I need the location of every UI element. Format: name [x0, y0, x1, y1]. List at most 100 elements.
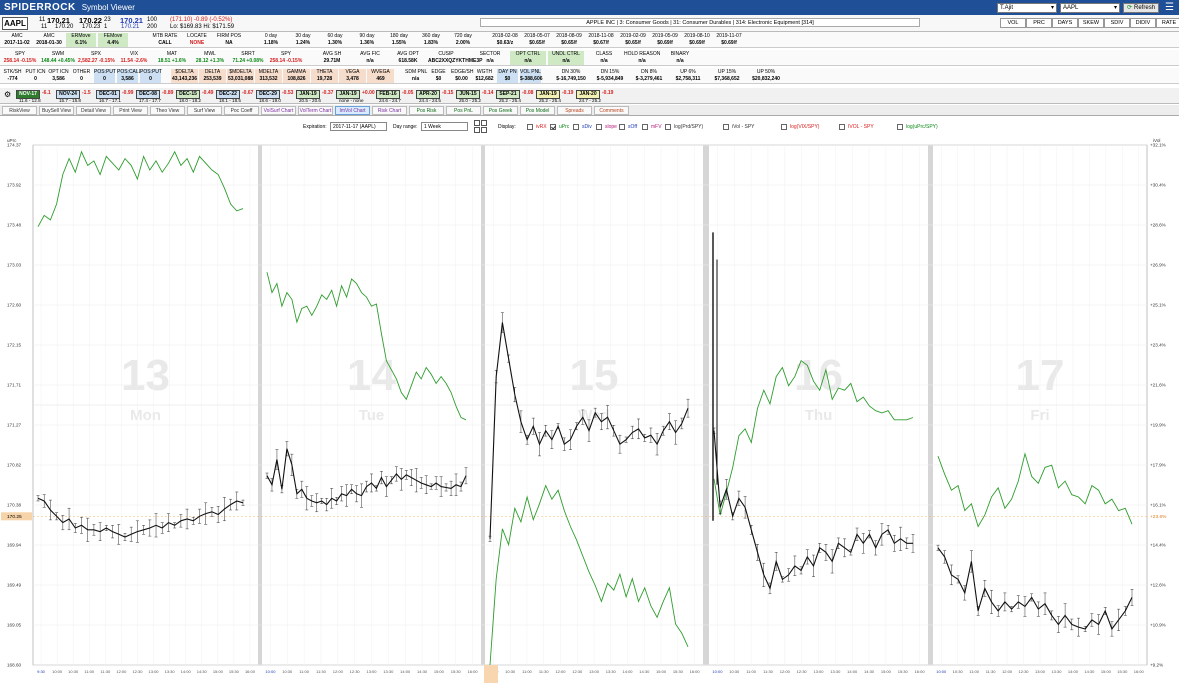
stat-header: 2019-05-09	[652, 33, 678, 39]
gear-icon[interactable]: ⚙	[4, 90, 12, 99]
tab-poc-coeff[interactable]: Poc Coeff	[224, 106, 259, 115]
toggle-uprc[interactable]	[550, 124, 556, 130]
tab-pos-pnl[interactable]: Pos PnL	[446, 106, 481, 115]
dayrange-select[interactable]: 1 Week	[421, 122, 468, 131]
expiration-strip: ⚙ NOV-17 -6.1 11.6 - 12.8 NOV-24 -1.5 15.7 - 1…	[0, 88, 1179, 104]
right-tab-didiv[interactable]: DIDIV	[1130, 18, 1156, 28]
right-tab-rate[interactable]: RATE	[1156, 18, 1179, 28]
stat-header: 180 day	[390, 33, 408, 39]
expiration-range: 25.2 - 25.4	[539, 98, 561, 103]
toggle-label: ivRX	[536, 124, 547, 130]
stat-cell: DN 15% $-5,934,849	[592, 69, 628, 83]
expiration-chip[interactable]: DEC-01	[96, 90, 120, 99]
expiration-chip[interactable]: JAN-19	[296, 90, 320, 99]
tab-volsurf-chart[interactable]: VolSurf Chart	[261, 106, 296, 115]
expiration-select[interactable]: 2017-11-17 (AAPL)	[330, 122, 387, 131]
tab-risk-chart[interactable]: Risk Chart	[372, 106, 407, 115]
tab-theo-view[interactable]: Theo View	[150, 106, 185, 115]
tab-pos-risk[interactable]: Pos Risk	[409, 106, 444, 115]
tab-pos-model[interactable]: Pos Model	[520, 106, 555, 115]
refresh-label: Refresh	[1134, 4, 1156, 11]
tab-buysell-view[interactable]: BuySell View	[39, 106, 74, 115]
bid-price: 170.21	[47, 16, 70, 25]
stat-cell: 2018-05-07 $0.65/f	[522, 33, 552, 47]
expiration-chip[interactable]: DEC-15	[176, 90, 200, 99]
expiration-chip[interactable]: JAN-19	[336, 90, 360, 99]
stat-header: HOLD REASON	[624, 51, 661, 57]
expiration-chip[interactable]: NOV-17	[16, 90, 40, 99]
stat-value: 313,532	[259, 76, 278, 82]
tab-riskview[interactable]: RiskView	[2, 106, 37, 115]
stat-cell: WGTH $12,682	[474, 69, 495, 83]
expiration-range: 24.6 - 24.7	[379, 98, 401, 103]
day-name-watermark: Mon	[130, 407, 161, 424]
right-tab-days[interactable]: DAYS	[1052, 18, 1078, 28]
last-price: 170.21	[120, 16, 143, 25]
ticker-box[interactable]: AAPL	[2, 17, 28, 30]
toggle-label: IVOL - SPY	[848, 124, 874, 130]
expiration-chip[interactable]: DEC-29	[256, 90, 280, 99]
stat-value: 258.14 -0.15%	[269, 58, 303, 64]
expiration-chip[interactable]: DEC-08	[136, 90, 160, 99]
expiration-chip[interactable]: FEB-16	[376, 90, 400, 99]
right-tab-prc[interactable]: PRC	[1026, 18, 1052, 28]
expiration-range: 25.2 - 25.4	[499, 98, 521, 103]
account-select[interactable]: T.Ajit ▾	[996, 2, 1057, 13]
stat-cell: AMC 2017-11-02	[2, 33, 32, 47]
tab-print-view[interactable]: Print View	[113, 106, 148, 115]
time-tick-label: 12:00	[116, 669, 127, 674]
stat-cell: AVG OPT 618.58K	[390, 51, 426, 65]
toggle-mfv[interactable]	[642, 124, 648, 130]
toggle-ivol-spy[interactable]	[723, 124, 729, 130]
right-tab-sdiv[interactable]: SDIV	[1104, 18, 1130, 28]
expiration-chip[interactable]: SEP-21	[496, 90, 520, 99]
right-tick-label: +28.6%	[1150, 223, 1166, 228]
left-tick-label: 170.82	[7, 463, 21, 468]
toggle-log-vix-spy-[interactable]	[781, 124, 787, 130]
toggle-ivol-spy[interactable]	[839, 124, 845, 130]
toggle-slope[interactable]	[596, 124, 602, 130]
stat-header: MWL	[204, 51, 216, 57]
stat-header: DN 15%	[600, 69, 620, 75]
tab-comments[interactable]: Comments	[594, 106, 629, 115]
time-tick-label: 12:30	[132, 669, 143, 674]
right-tab-vol[interactable]: VOL	[1000, 18, 1026, 28]
stat-header: OPT CTRL	[515, 51, 541, 57]
expiration-chip[interactable]: APR-20	[416, 90, 440, 99]
tab-spreads[interactable]: Spreads	[557, 106, 592, 115]
stat-cell: CUSIP ABC2XXQZYKTHME3P	[428, 51, 482, 65]
stat-value: $20,832,240	[752, 76, 780, 82]
expiration-chip[interactable]: JAN-19	[536, 90, 560, 99]
expiration-chip[interactable]: NOV-24	[56, 90, 80, 99]
menu-icon[interactable]: ☰	[1165, 2, 1174, 13]
expiration-chip[interactable]: JUN-15	[456, 90, 480, 99]
expiration-chip[interactable]: JAN-20	[576, 90, 600, 99]
tab-pos-greek[interactable]: Pos Greek	[483, 106, 518, 115]
tab-volterm-chart[interactable]: VolTerm Chart	[298, 106, 333, 115]
stat-cell: OTHER 0	[71, 69, 92, 83]
stat-cell: DN 8% $-3,279,461	[631, 69, 667, 83]
layout-grid-icon[interactable]	[474, 120, 488, 133]
toggle-log-uprc-spy-[interactable]	[897, 124, 903, 130]
stat-cell: SPX 2,582.27 -0.15%	[78, 51, 115, 65]
tab-detail-view[interactable]: Detail View	[76, 106, 111, 115]
expiration-chip[interactable]: DEC-22	[216, 90, 240, 99]
toggle-log-prd-spy-[interactable]	[665, 124, 671, 130]
right-tab-skew[interactable]: SKEW	[1078, 18, 1104, 28]
stat-header: SECTOR	[479, 51, 501, 57]
stat-cell: HOLD REASON n/a	[624, 51, 660, 65]
toggle-soff[interactable]	[619, 124, 625, 130]
right-tick-label: +10.9%	[1150, 623, 1166, 628]
toggle-ivrx[interactable]	[527, 124, 533, 130]
symbol-select[interactable]: AAPL ▾	[1059, 2, 1120, 13]
ask-price-2: 170.23	[82, 24, 101, 30]
stat-value: n/a	[366, 58, 374, 64]
left-tick-label: 170.38	[7, 503, 21, 508]
stat-cell: STK/SH -774	[2, 69, 23, 83]
refresh-button[interactable]: ⟳ Refresh	[1122, 2, 1160, 13]
tab-imvol-chart[interactable]: ImVol Chart	[335, 106, 370, 115]
toggle-sdiv[interactable]	[573, 124, 579, 130]
tab-surf-view[interactable]: Surf View	[187, 106, 222, 115]
stat-header: 2019-11-07	[716, 33, 742, 39]
ivol-price-chart: 174.37 173.92 173.48 173.03 172.60 172.15 171.…	[0, 135, 1179, 688]
